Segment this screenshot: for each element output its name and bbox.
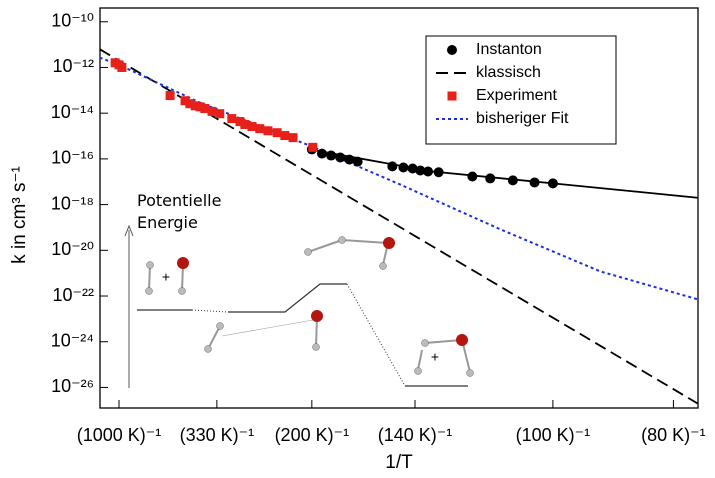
- legend-marker: [447, 45, 457, 55]
- y-tick-label: 10⁻²⁶: [51, 376, 94, 396]
- x-tick-label: (140 K)⁻¹: [378, 425, 453, 445]
- y-tick-label: 10⁻¹⁰: [51, 11, 94, 31]
- legend-label: bisheriger Fit: [476, 110, 569, 127]
- atoms-o: [177, 237, 468, 346]
- plus-sign: +: [162, 269, 170, 285]
- data-point: [387, 161, 398, 172]
- energy-arrow-head: [124, 224, 134, 237]
- data-point: [433, 167, 444, 178]
- data-point: [200, 104, 210, 114]
- y-tick-label: 10⁻¹²: [52, 56, 94, 76]
- inset-diagram: + +: [124, 224, 474, 388]
- data-point: [344, 154, 355, 165]
- data-point: [407, 163, 418, 174]
- data-point: [467, 171, 478, 182]
- x-tick-label: (100 K)⁻¹: [516, 425, 591, 445]
- energy-path: [346, 283, 406, 387]
- x-axis-label: 1/T: [385, 452, 413, 473]
- data-point: [326, 150, 337, 161]
- molecule-bonds: [148, 239, 471, 373]
- data-point: [507, 175, 518, 186]
- y-axis-label: k in cm³ s⁻¹: [9, 166, 30, 264]
- inset-label: Potentielle Energie: [137, 191, 222, 232]
- data-point: [165, 91, 175, 101]
- data-point: [272, 128, 282, 138]
- data-point: [227, 114, 237, 124]
- legend-label: Experiment: [476, 87, 557, 104]
- y-tick-label: 10⁻¹⁴: [51, 102, 94, 122]
- energy-level: [228, 283, 347, 313]
- data-point: [185, 99, 195, 109]
- x-tick-label: (330 K)⁻¹: [180, 425, 255, 445]
- x-tick-label: (200 K)⁻¹: [275, 425, 350, 445]
- data-point: [247, 122, 257, 132]
- y-tick-label: 10⁻¹⁸: [51, 193, 94, 213]
- data-point: [207, 106, 217, 116]
- data-point: [423, 166, 434, 177]
- data-point: [280, 131, 290, 141]
- data-point: [195, 102, 205, 112]
- legend-label: klassisch: [476, 64, 541, 81]
- energy-path: [191, 309, 229, 313]
- plus-sign: +: [431, 349, 439, 365]
- legend-marker: [447, 91, 457, 101]
- data-point: [398, 162, 409, 173]
- data-point: [263, 126, 273, 136]
- y-tick-label: 10⁻²⁴: [51, 330, 94, 350]
- data-point: [485, 173, 496, 184]
- y-tick-label: 10⁻²⁰: [51, 239, 94, 259]
- data-point: [190, 101, 200, 111]
- data-point: [415, 165, 426, 176]
- x-tick-label: (80 K)⁻¹: [641, 425, 706, 445]
- data-point: [529, 177, 540, 188]
- legend-label: Instanton: [476, 41, 542, 58]
- data-point: [117, 62, 127, 72]
- plot-frame: [99, 7, 699, 409]
- data-point: [255, 124, 265, 134]
- y-tick-label: 10⁻²²: [52, 285, 94, 305]
- data-point: [215, 109, 225, 119]
- series-line: [311, 148, 698, 199]
- data-point: [288, 133, 298, 143]
- atoms-h: [145, 236, 474, 377]
- data-point: [235, 117, 245, 127]
- data-point: [308, 142, 318, 152]
- data-point: [240, 119, 250, 129]
- data-point: [352, 156, 363, 167]
- data-point: [180, 96, 190, 106]
- x-tick-label: (1000 K)⁻¹: [77, 425, 162, 445]
- legend: Instanton klassisch Experiment bisheriger F…: [425, 35, 617, 145]
- data-point: [547, 178, 558, 189]
- data-point: [335, 152, 346, 163]
- y-tick-label: 10⁻¹⁶: [51, 148, 94, 168]
- legend-box: [425, 35, 617, 145]
- data-point: [316, 148, 327, 159]
